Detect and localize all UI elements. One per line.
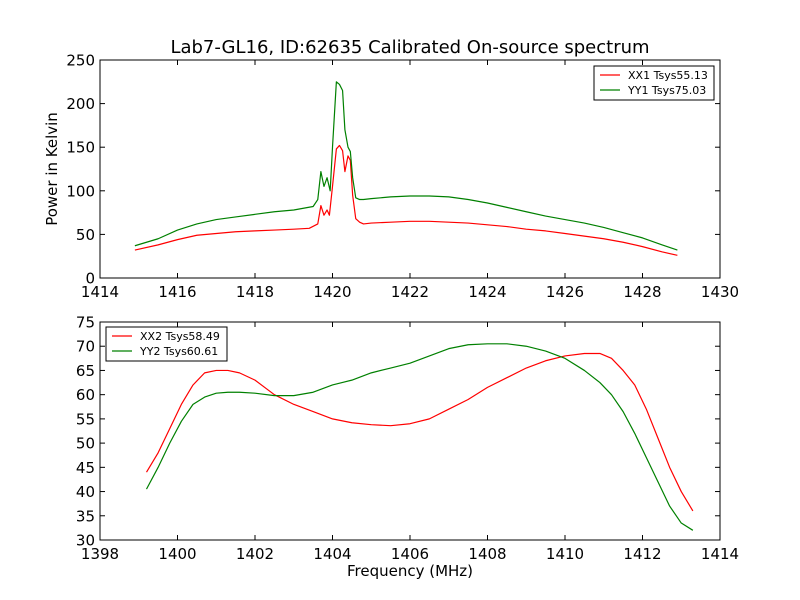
top-y-axis-label: Power in Kelvin: [43, 112, 61, 226]
top-y-tick-label: 50: [76, 226, 95, 244]
top-chart-title: Lab7-GL16, ID:62635 Calibrated On-source…: [170, 37, 649, 58]
bottom-ticks: 1398 1400 1402 1404 1406 1408 1410 1412 1414 30 35…: [76, 314, 739, 564]
top-series-line-1: [134, 81, 678, 251]
top-x-tick-label: 1430: [701, 283, 739, 301]
bottom-y-tick-label: 35: [76, 507, 95, 525]
top-y-tick-label: 100: [66, 182, 95, 200]
top-panel: Lab7-GL16, ID:62635 Calibrated On-source…: [43, 37, 739, 301]
top-legend-label-yy1: YY1 Tsys75.03: [627, 84, 706, 97]
top-x-tick-label: 1422: [391, 283, 429, 301]
bottom-y-tick-label: 45: [76, 459, 95, 477]
bottom-y-tick-label: 60: [76, 386, 95, 404]
bottom-x-tick-label: 1412: [623, 545, 661, 563]
top-y-tick-label: 200: [66, 95, 95, 113]
bottom-x-tick-label: 1400: [158, 545, 196, 563]
bottom-y-tick-label: 70: [76, 338, 95, 356]
top-series-line-0: [134, 144, 678, 256]
top-x-tick-label: 1418: [236, 283, 274, 301]
top-y-tick-label: 250: [66, 52, 95, 70]
top-x-tick-label: 1424: [468, 283, 506, 301]
top-x-tick-label: 1414: [81, 283, 119, 301]
top-ticks: 1414 1416 1418 1420 1422 1424 1426 1428 1430 0 50 1…: [66, 52, 739, 302]
bottom-y-tick-label: 50: [76, 435, 95, 453]
top-x-tick-label: 1428: [623, 283, 661, 301]
top-legend-box: [593, 65, 715, 101]
top-x-tick-label: 1426: [546, 283, 584, 301]
bottom-y-tick-label: 55: [76, 410, 95, 428]
bottom-legend-box: [105, 326, 228, 362]
top-x-tick-label: 1420: [313, 283, 351, 301]
bottom-x-tick-label: 1398: [81, 545, 119, 563]
top-y-tick-label: 150: [66, 139, 95, 157]
bottom-y-tick-label: 30: [76, 532, 95, 550]
bottom-x-tick-label: 1414: [701, 545, 739, 563]
bottom-series-line-0: [145, 352, 694, 512]
bottom-legend: XX2 Tsys58.49 YY2 Tsys60.61: [105, 326, 228, 362]
top-plot-area: [134, 81, 678, 256]
bottom-x-tick-label: 1402: [236, 545, 274, 563]
bottom-x-tick-label: 1410: [546, 545, 584, 563]
top-legend: XX1 Tsys55.13 YY1 Tsys75.03: [593, 65, 715, 101]
top-x-tick-label: 1416: [158, 283, 196, 301]
bottom-y-tick-label: 65: [76, 362, 95, 380]
bottom-y-tick-label: 40: [76, 483, 95, 501]
bottom-x-axis-label: Frequency (MHz): [347, 562, 473, 580]
bottom-x-tick-label: 1408: [468, 545, 506, 563]
bottom-legend-label-yy2: YY2 Tsys60.61: [139, 345, 218, 358]
bottom-panel: Frequency (MHz) 1398 1400 1402 1404 1406 1408…: [76, 314, 739, 581]
bottom-y-tick-label: 75: [76, 314, 95, 332]
top-y-tick-label: 0: [85, 270, 95, 288]
bottom-legend-label-xx2: XX2 Tsys58.49: [140, 330, 220, 343]
bottom-series-line-1: [145, 343, 694, 531]
bottom-x-tick-label: 1406: [391, 545, 429, 563]
bottom-plot-area: [145, 343, 694, 531]
bottom-x-tick-label: 1404: [313, 545, 351, 563]
top-legend-label-xx1: XX1 Tsys55.13: [628, 69, 708, 82]
